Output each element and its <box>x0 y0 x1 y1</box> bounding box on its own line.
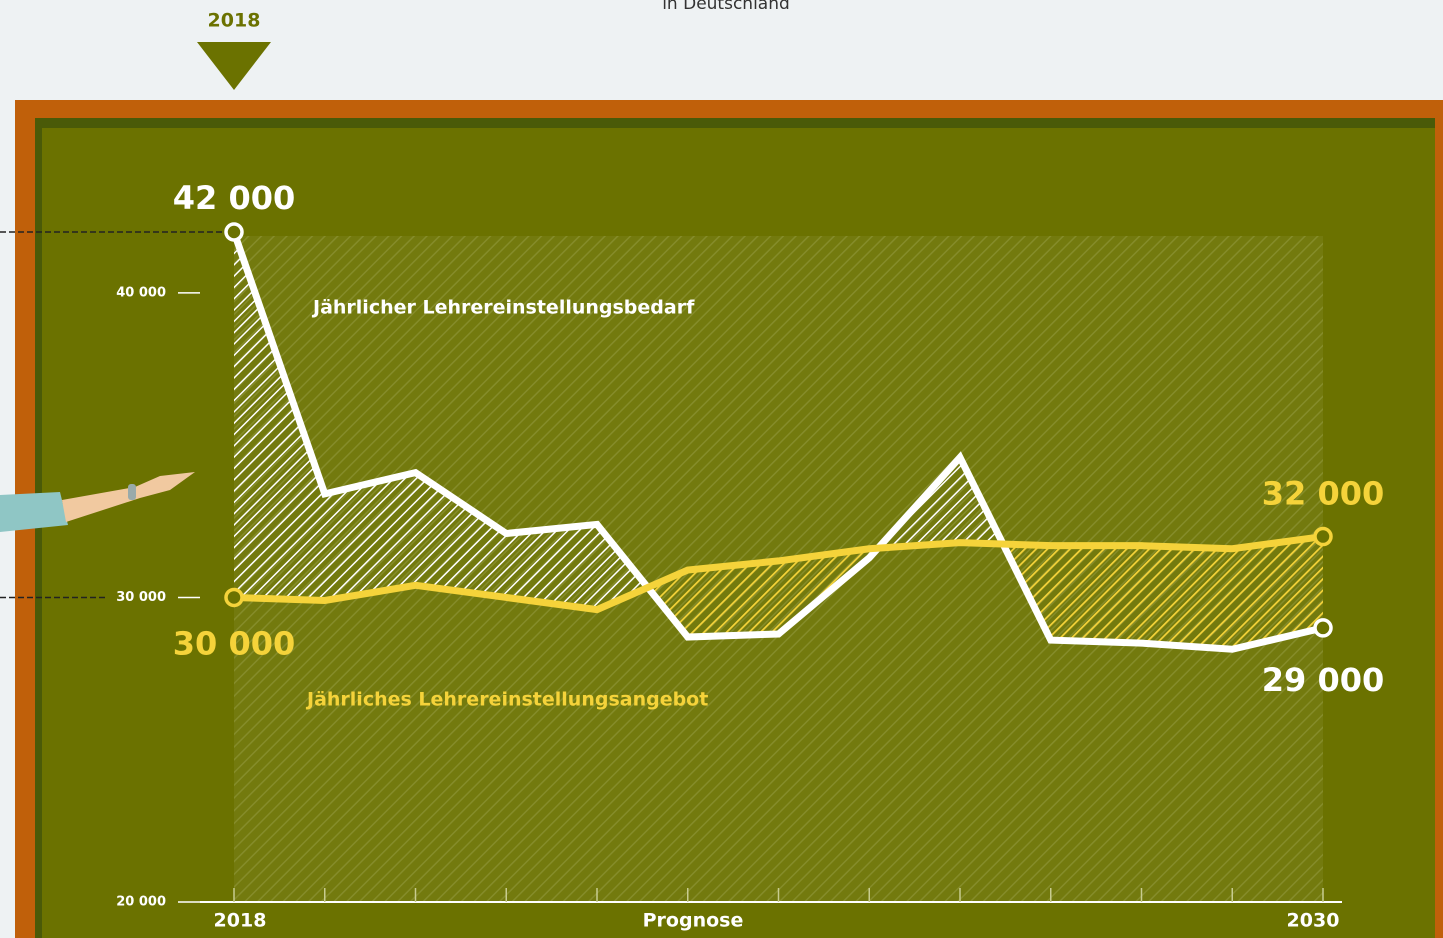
x-tick-label: 2018 <box>214 910 267 932</box>
subtitle: in Deutschland <box>662 0 790 14</box>
y-tick-label: 40 000 <box>116 285 166 300</box>
endpoint <box>1315 529 1331 545</box>
endpoint <box>226 224 242 240</box>
series-name: Jährlicher Lehrereinstellungsbedarf <box>311 297 695 319</box>
x-label: Prognose <box>643 910 744 932</box>
value-label: 42 000 <box>173 179 295 217</box>
year-marker <box>197 42 271 90</box>
value-label: 29 000 <box>1262 661 1384 699</box>
marker-label: 2018 <box>208 10 261 32</box>
endpoint <box>226 589 242 605</box>
x-tick-label: 2030 <box>1287 910 1340 932</box>
endpoint <box>1315 620 1331 636</box>
y-tick-label: 20 000 <box>116 895 166 910</box>
value-label: 30 000 <box>173 624 295 662</box>
value-label: 32 000 <box>1262 475 1384 513</box>
series-name: Jährliches Lehrereinstellungsangebot <box>305 689 708 711</box>
y-tick-label: 30 000 <box>116 590 166 605</box>
page: in Deutschland 2018 20 000 30 000 40 000 20… <box>0 0 1443 938</box>
